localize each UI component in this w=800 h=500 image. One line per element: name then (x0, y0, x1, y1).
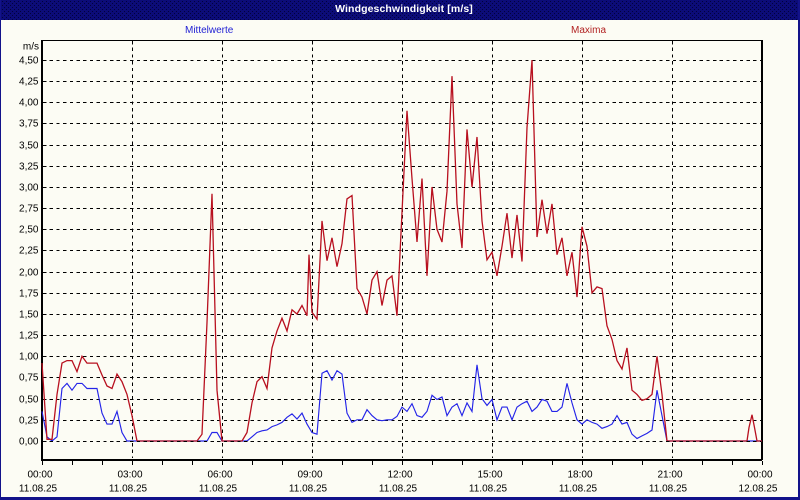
svg-text:3,75: 3,75 (19, 119, 39, 130)
svg-text:11.08.25: 11.08.25 (559, 484, 598, 495)
svg-text:4,50: 4,50 (19, 56, 39, 67)
svg-text:3,00: 3,00 (19, 183, 39, 194)
svg-text:15:00: 15:00 (477, 470, 502, 481)
svg-text:1,25: 1,25 (19, 331, 39, 342)
svg-text:11.08.25: 11.08.25 (379, 484, 418, 495)
svg-text:1,00: 1,00 (19, 352, 39, 363)
svg-text:12:00: 12:00 (387, 470, 412, 481)
svg-text:21:00: 21:00 (657, 470, 682, 481)
svg-text:06:00: 06:00 (207, 470, 232, 481)
svg-text:2,25: 2,25 (19, 246, 39, 257)
svg-text:4,25: 4,25 (19, 77, 39, 88)
svg-text:3,25: 3,25 (19, 162, 39, 173)
svg-text:09:00: 09:00 (297, 470, 322, 481)
svg-text:2,50: 2,50 (19, 225, 39, 236)
svg-text:m/s: m/s (23, 42, 39, 53)
svg-text:1,75: 1,75 (19, 289, 39, 300)
svg-text:00:00: 00:00 (27, 470, 52, 481)
svg-text:11.08.25: 11.08.25 (469, 484, 508, 495)
svg-text:0,00: 0,00 (19, 437, 39, 448)
svg-text:4,00: 4,00 (19, 98, 39, 109)
svg-text:03:00: 03:00 (117, 470, 142, 481)
svg-text:11.08.25: 11.08.25 (19, 484, 58, 495)
svg-text:12.08.25: 12.08.25 (739, 484, 778, 495)
svg-text:3,50: 3,50 (19, 141, 39, 152)
svg-text:11.08.25: 11.08.25 (649, 484, 688, 495)
svg-text:00:00: 00:00 (747, 470, 772, 481)
svg-text:18:00: 18:00 (567, 470, 592, 481)
svg-text:11.08.25: 11.08.25 (109, 484, 148, 495)
svg-text:0,75: 0,75 (19, 373, 39, 384)
svg-text:0,50: 0,50 (19, 395, 39, 406)
svg-text:1,50: 1,50 (19, 310, 39, 321)
svg-text:2,00: 2,00 (19, 268, 39, 279)
svg-text:2,75: 2,75 (19, 204, 39, 215)
svg-text:0,25: 0,25 (19, 416, 39, 427)
svg-text:11.08.25: 11.08.25 (199, 484, 238, 495)
svg-text:11.08.25: 11.08.25 (289, 484, 328, 495)
